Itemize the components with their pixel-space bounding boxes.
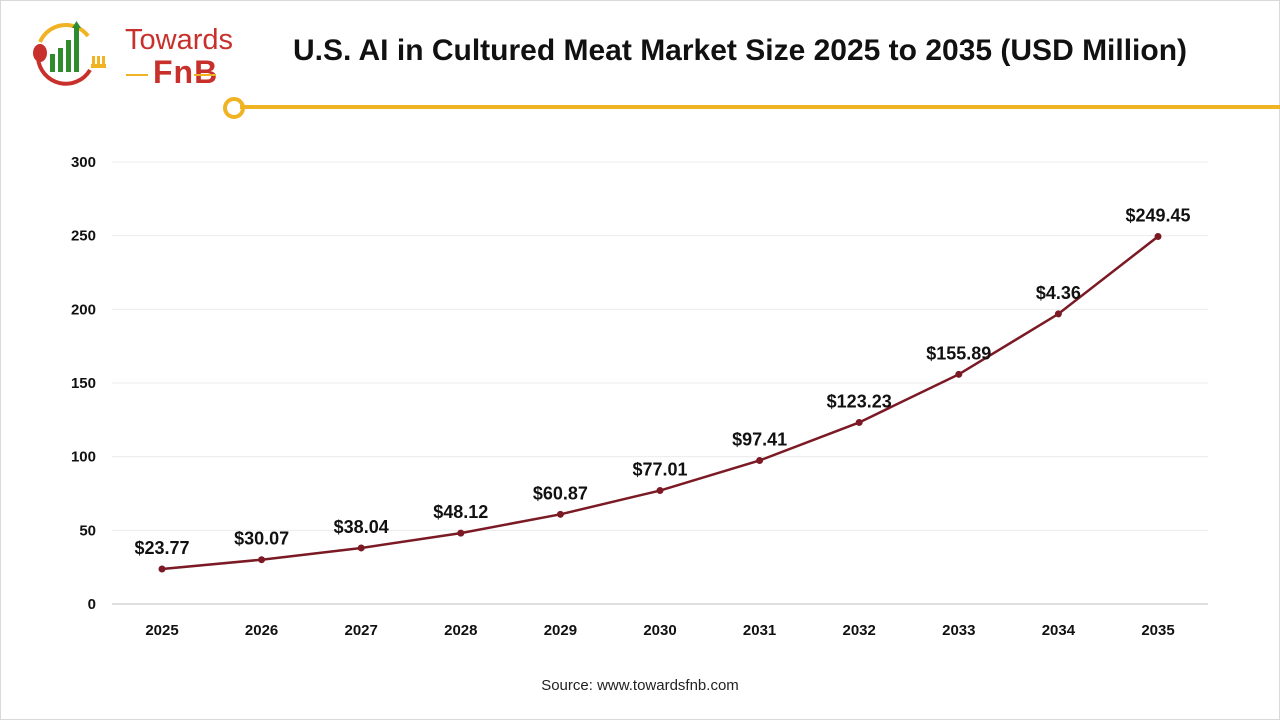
data-point: [158, 565, 166, 573]
logo-dash-left: [126, 74, 148, 76]
x-tick-label: 2031: [743, 622, 776, 639]
x-tick-label: 2029: [544, 622, 577, 639]
x-tick-label: 2032: [843, 622, 876, 639]
data-point: [357, 544, 365, 552]
data-point: [258, 556, 266, 564]
logo-text-fnb: FnB: [153, 54, 219, 90]
logo-text-towards: Towards: [125, 24, 233, 56]
y-tick-label: 100: [71, 449, 96, 466]
x-tick-label: 2027: [345, 622, 378, 639]
data-point: [855, 418, 863, 426]
x-tick-label: 2033: [942, 622, 975, 639]
title-rule: [240, 105, 1280, 109]
data-label: $23.77: [134, 538, 189, 558]
series-line: [161, 235, 1159, 571]
y-tick-label: 250: [71, 228, 96, 245]
data-label: $48.12: [433, 502, 488, 522]
y-tick-label: 0: [88, 596, 96, 613]
logo-dash-right: [194, 74, 216, 76]
logo-mark-icon: [33, 21, 106, 86]
x-tick-label: 2030: [643, 622, 676, 639]
data-point: [955, 370, 963, 378]
data-point: [756, 456, 764, 464]
x-tick-label: 2034: [1042, 622, 1076, 639]
data-point: [1154, 232, 1162, 240]
x-tick-label: 2025: [145, 622, 178, 639]
data-label: $155.89: [926, 343, 991, 363]
x-tick-label: 2035: [1141, 622, 1174, 639]
data-point: [556, 510, 564, 518]
y-tick-label: 150: [71, 375, 96, 392]
data-point: [1054, 310, 1062, 318]
chart-title: U.S. AI in Cultured Meat Market Size 202…: [292, 34, 1188, 67]
y-tick-label: 50: [79, 522, 96, 539]
data-label: $60.87: [533, 483, 588, 503]
source-note: Source: www.towardsfnb.com: [541, 677, 739, 694]
y-tick-label: 300: [71, 154, 96, 171]
data-label: $249.45: [1125, 205, 1190, 225]
data-label: $123.23: [827, 391, 892, 411]
data-point: [457, 529, 465, 537]
data-label: $97.41: [732, 429, 787, 449]
data-label: $30.07: [234, 529, 289, 549]
data-label: $77.01: [632, 460, 687, 480]
towards-fnb-logo: Towards FnB: [28, 18, 233, 90]
data-label: $4.36: [1036, 283, 1081, 303]
data-point: [656, 487, 664, 495]
data-label: $38.04: [334, 517, 389, 537]
y-tick-label: 200: [71, 301, 96, 318]
x-tick-label: 2028: [444, 622, 477, 639]
x-tick-label: 2026: [245, 622, 278, 639]
